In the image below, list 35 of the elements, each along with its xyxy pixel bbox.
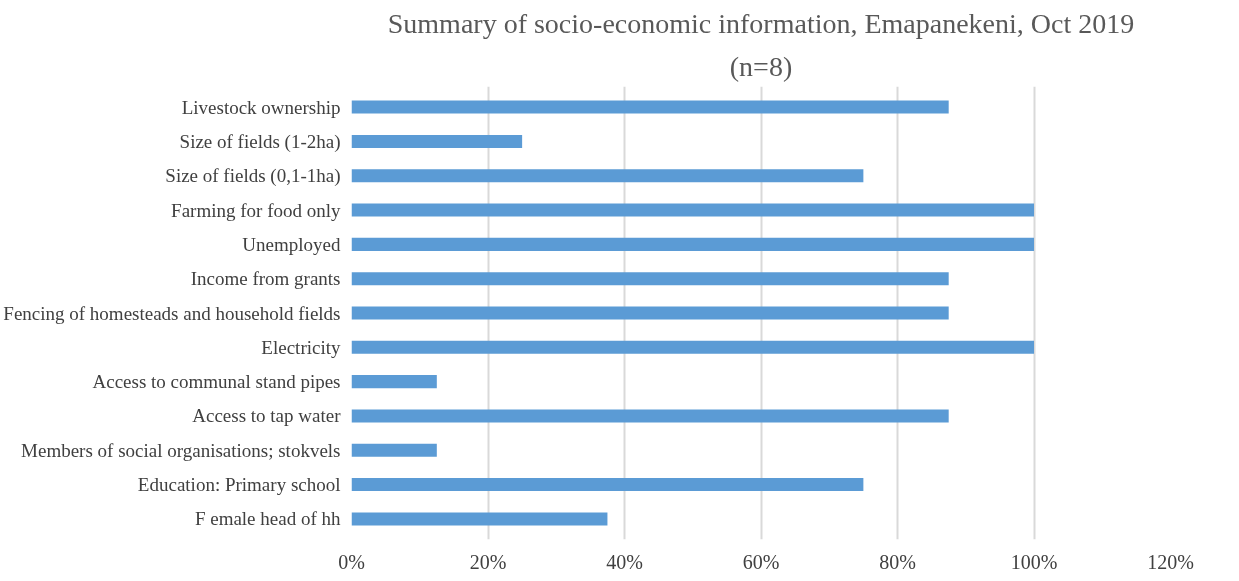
y-tick-label: Electricity (261, 336, 341, 358)
x-tick-label: 60% (742, 550, 780, 573)
chart-title: Summary of socio-economic information, Emapanekeni, Oct 2019 (387, 7, 1135, 39)
bar (351, 340, 1034, 354)
bar (351, 512, 608, 526)
bar (351, 237, 1034, 251)
y-tick-label: Farming for food only (171, 199, 341, 221)
bar (351, 375, 437, 389)
bar (351, 306, 949, 320)
y-tick-label: Size of fields (0,1-1ha) (165, 165, 341, 188)
x-tick-label: 40% (606, 550, 643, 573)
bar (351, 203, 1034, 217)
bar (351, 134, 523, 148)
bar (351, 409, 949, 423)
y-tick-label: Access to tap water (192, 405, 342, 427)
y-tick-label: Livestock ownership (181, 96, 341, 118)
y-tick-label: Fencing of homesteads and household fields (3, 302, 341, 324)
x-tick-label: 80% (879, 550, 916, 573)
y-tick-label: Education: Primary school (137, 474, 341, 496)
x-tick-label: 120% (1147, 550, 1194, 573)
bar (351, 272, 949, 286)
bar (351, 100, 949, 114)
chart-subtitle: (n=8) (729, 50, 793, 82)
y-tick-label: F emale head of hh (194, 508, 341, 530)
x-tick-label: 20% (469, 550, 507, 573)
y-tick-label: Access to communal stand pipes (92, 371, 341, 393)
x-tick-label: 0% (338, 550, 365, 573)
y-tick-label: Size of fields (1-2ha) (179, 130, 341, 153)
y-tick-label: Unemployed (242, 233, 341, 255)
y-tick-label: Members of social organisations; stokvels (21, 439, 341, 461)
bar (351, 478, 864, 492)
x-tick-label: 100% (1010, 550, 1058, 573)
bar (351, 169, 864, 183)
bar (351, 443, 437, 457)
y-tick-label: Income from grants (190, 268, 341, 290)
